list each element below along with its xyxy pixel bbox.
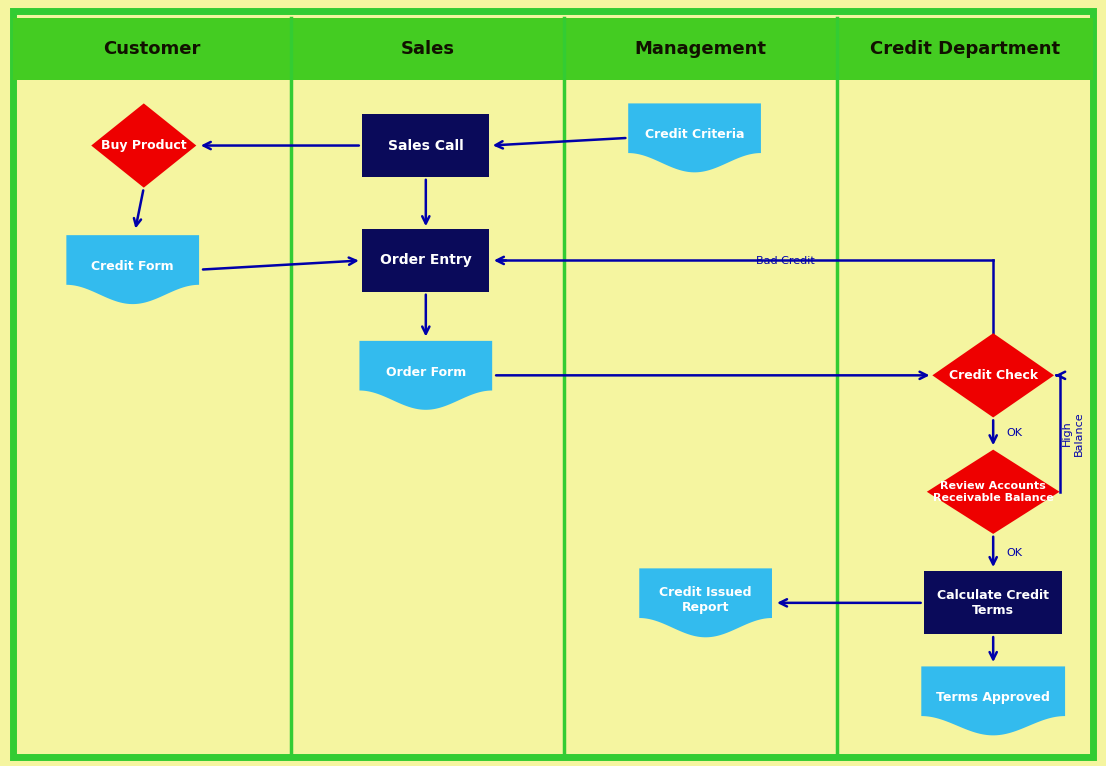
FancyBboxPatch shape [363, 114, 489, 177]
Text: Calculate Credit
Terms: Calculate Credit Terms [937, 589, 1050, 617]
Text: Credit Issued
Report: Credit Issued Report [659, 586, 752, 614]
Text: Order Form: Order Form [386, 366, 466, 379]
Text: Management: Management [635, 40, 766, 58]
Text: Credit Department: Credit Department [870, 40, 1060, 58]
Polygon shape [639, 568, 772, 637]
FancyBboxPatch shape [13, 18, 1093, 80]
Text: Review Accounts
Receivable Balance: Review Accounts Receivable Balance [932, 481, 1054, 502]
Polygon shape [359, 341, 492, 410]
FancyBboxPatch shape [924, 571, 1062, 634]
Polygon shape [628, 103, 761, 172]
Text: High
Balance: High Balance [1062, 411, 1084, 456]
Polygon shape [91, 103, 197, 188]
FancyBboxPatch shape [13, 11, 1093, 757]
Polygon shape [921, 666, 1065, 735]
Polygon shape [66, 235, 199, 304]
Text: Bad Credit: Bad Credit [755, 256, 815, 266]
Text: Sales Call: Sales Call [388, 139, 463, 152]
Text: OK: OK [1006, 548, 1022, 558]
Polygon shape [927, 450, 1060, 534]
Text: Customer: Customer [103, 40, 201, 58]
Polygon shape [932, 333, 1054, 417]
FancyBboxPatch shape [363, 229, 489, 292]
Text: Credit Criteria: Credit Criteria [645, 129, 744, 142]
Text: Sales: Sales [400, 40, 455, 58]
Text: Credit Form: Credit Form [92, 260, 174, 273]
Text: OK: OK [1006, 427, 1022, 438]
Text: Buy Product: Buy Product [101, 139, 187, 152]
Text: Order Entry: Order Entry [380, 254, 471, 267]
Text: Credit Check: Credit Check [949, 369, 1037, 381]
Text: Terms Approved: Terms Approved [937, 692, 1050, 705]
